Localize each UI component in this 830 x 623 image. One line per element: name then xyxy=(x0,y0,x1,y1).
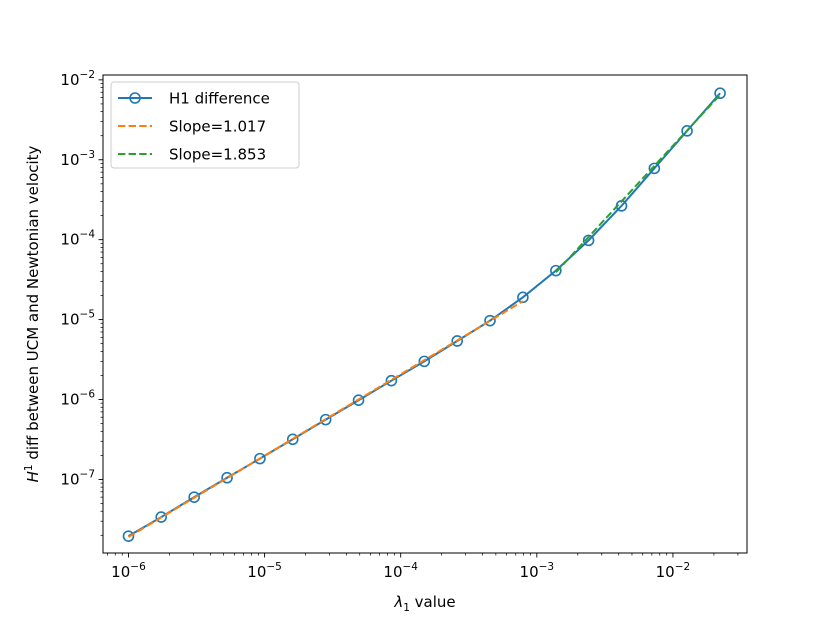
y-tick-label: 10−5 xyxy=(60,309,95,329)
y-tick-label: 10−2 xyxy=(60,69,95,89)
x-tick-label-base: 10 xyxy=(520,563,539,581)
data-point xyxy=(122,530,135,542)
y-tick-label-base: 10 xyxy=(60,391,79,409)
y-tick-label: 10−7 xyxy=(60,468,95,488)
y-axis-label-superscript: 1 xyxy=(23,464,35,471)
data-point xyxy=(484,314,496,327)
y-tick-label: 10−4 xyxy=(60,229,95,249)
x-tick-label: 10−6 xyxy=(111,561,146,581)
x-tick-label-exponent: −4 xyxy=(403,561,419,573)
legend-label-3: Slope=1.853 xyxy=(169,146,266,164)
data-point xyxy=(714,87,726,100)
data-point xyxy=(550,264,562,277)
series-line-2 xyxy=(127,300,524,538)
data-point xyxy=(221,471,233,484)
x-tick-label: 10−4 xyxy=(383,561,418,581)
series-line-1 xyxy=(127,92,721,538)
legend-marker xyxy=(129,92,141,104)
y-tick-label: 10−3 xyxy=(60,149,95,169)
y-tick-label-exponent: −3 xyxy=(80,149,95,161)
x-tick-label-exponent: −2 xyxy=(675,561,690,573)
data-point xyxy=(188,491,200,503)
y-tick-label-exponent: −7 xyxy=(80,468,95,480)
x-tick-label: 10−5 xyxy=(247,561,282,581)
data-point xyxy=(451,335,463,347)
x-tick-label-base: 10 xyxy=(111,563,130,581)
x-tick-label-base: 10 xyxy=(247,563,266,581)
x-axis-label: λ1 value xyxy=(393,593,455,614)
data-point xyxy=(681,125,693,137)
data-point xyxy=(352,394,365,407)
y-tick-label-exponent: −5 xyxy=(80,309,95,321)
x-tick-label: 10−2 xyxy=(656,561,691,581)
legend: H1 difference Slope=1.017 Slope=1.853 xyxy=(110,81,300,169)
x-tick-label-base: 10 xyxy=(656,563,675,581)
y-tick-label-base: 10 xyxy=(60,71,79,89)
y-tick-label: 10−6 xyxy=(60,389,95,409)
y-tick-label-base: 10 xyxy=(60,151,79,169)
y-tick-label-base: 10 xyxy=(60,231,79,249)
x-tick-label-exponent: −3 xyxy=(539,561,554,573)
y-tick-label-exponent: −4 xyxy=(80,229,96,241)
data-point xyxy=(385,374,398,387)
legend-label-1: H1 difference xyxy=(169,90,270,108)
y-tick-label-exponent: −2 xyxy=(80,69,95,81)
legend-label-2: Slope=1.017 xyxy=(169,118,266,136)
y-axis-label-symbol: H xyxy=(24,471,42,482)
series-layer xyxy=(122,87,726,542)
x-axis-label-suffix: value xyxy=(410,593,456,611)
data-point xyxy=(254,452,266,465)
y-tick-label-base: 10 xyxy=(60,470,79,488)
x-tick-label-base: 10 xyxy=(383,563,402,581)
data-point xyxy=(155,511,168,523)
data-point xyxy=(319,413,332,426)
x-tick-label-exponent: −6 xyxy=(130,561,146,573)
data-point xyxy=(582,234,595,247)
plot-frame xyxy=(102,74,748,554)
y-tick-label-base: 10 xyxy=(60,311,79,329)
data-point xyxy=(286,433,299,446)
y-axis-label-suffix: diff between UCM and Newtonian velocity xyxy=(24,145,42,464)
y-axis-label: H1 diff between UCM and Newtonian veloci… xyxy=(23,145,42,482)
ticks-layer: 10−6 10−5 10−4 10−3 10−210−710−610−510−410−3… xyxy=(60,69,739,581)
x-tick-label: 10−3 xyxy=(520,561,555,581)
data-point xyxy=(418,355,431,368)
x-tick-label-exponent: −5 xyxy=(266,561,281,573)
data-point xyxy=(648,162,661,175)
legend-box xyxy=(110,81,300,169)
x-axis-label-subscript: 1 xyxy=(403,602,410,614)
x-axis-label-symbol: λ xyxy=(393,593,403,611)
y-tick-label-exponent: −6 xyxy=(80,389,96,401)
series-line-3 xyxy=(555,94,721,274)
